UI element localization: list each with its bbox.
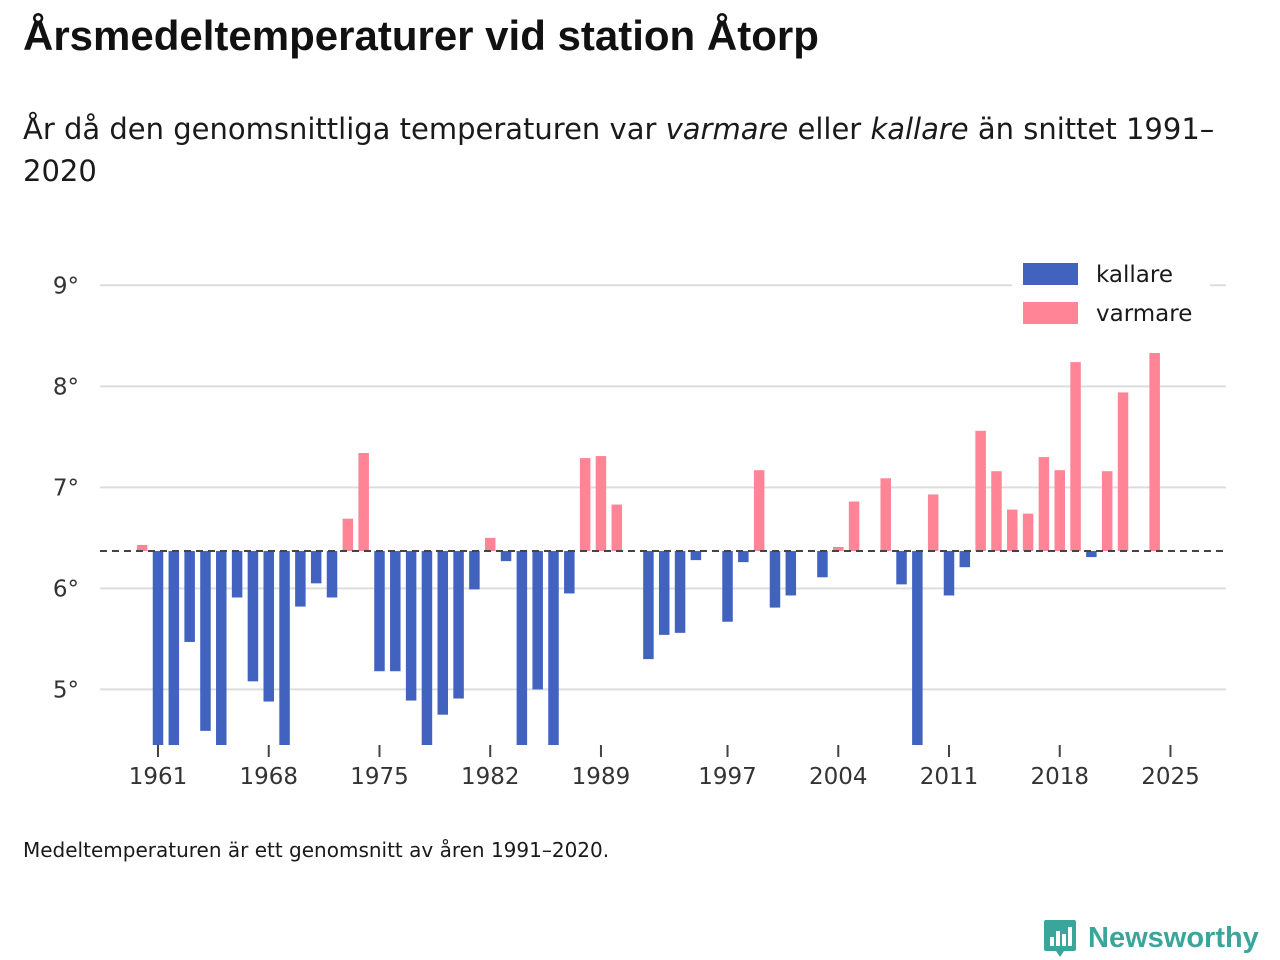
y-tick-label: 8° bbox=[53, 374, 79, 400]
bar-1966 bbox=[231, 551, 243, 598]
bar-2024 bbox=[1149, 353, 1160, 552]
bar-1980 bbox=[453, 551, 464, 699]
bar-2008 bbox=[896, 551, 907, 585]
bar-1992 bbox=[643, 551, 654, 660]
bar-2020 bbox=[1086, 551, 1097, 558]
legend: kallare varmare bbox=[1012, 255, 1210, 335]
bar-2014 bbox=[991, 471, 1002, 552]
chart-title: Årsmedeltemperaturer vid station Åtorp bbox=[23, 12, 819, 59]
brand-name: Newsworthy bbox=[1088, 921, 1259, 954]
subtitle-middle: eller bbox=[788, 112, 871, 146]
bar-2009 bbox=[912, 551, 923, 745]
legend-label-warm: varmare bbox=[1096, 301, 1192, 327]
x-tick-label: 1975 bbox=[350, 764, 409, 790]
bar-2005 bbox=[848, 501, 860, 552]
x-tick-label: 2025 bbox=[1141, 764, 1200, 790]
y-tick-label: 6° bbox=[53, 576, 79, 602]
bar-1994 bbox=[674, 551, 686, 633]
bar-1965 bbox=[216, 551, 227, 745]
legend-label-cold: kallare bbox=[1096, 262, 1173, 288]
bar-1995 bbox=[690, 551, 702, 561]
bar-2016 bbox=[1022, 513, 1034, 552]
bar-2013 bbox=[975, 430, 986, 552]
bar-1988 bbox=[579, 458, 591, 552]
x-tick-label: 1997 bbox=[698, 764, 757, 790]
x-tick-label: 2004 bbox=[809, 764, 868, 790]
bar-1984 bbox=[516, 551, 528, 745]
newsworthy-logo-icon bbox=[1044, 920, 1076, 957]
bar-2011 bbox=[943, 551, 955, 596]
bar-1967 bbox=[247, 551, 259, 682]
bar-1970 bbox=[295, 551, 306, 607]
bar-2000 bbox=[769, 551, 781, 608]
bar-2022 bbox=[1117, 392, 1129, 552]
bar-1982 bbox=[484, 537, 496, 552]
bar-1961 bbox=[152, 551, 164, 745]
x-tick-label: 2011 bbox=[920, 764, 979, 790]
bar-2018 bbox=[1054, 470, 1065, 552]
bar-1975 bbox=[374, 551, 385, 672]
bar-2021 bbox=[1101, 471, 1113, 552]
bar-1990 bbox=[611, 504, 623, 552]
x-tick-label: 1982 bbox=[461, 764, 520, 790]
bar-1969 bbox=[279, 551, 290, 745]
bar-1976 bbox=[390, 551, 401, 672]
y-tick-label: 5° bbox=[53, 677, 79, 703]
bar-1972 bbox=[326, 551, 338, 598]
y-axis-ticks: 5° 6° 7° 8° 9° bbox=[53, 273, 79, 703]
bar-2019 bbox=[1070, 362, 1081, 552]
bar-1960 bbox=[136, 544, 148, 552]
bar-2003 bbox=[817, 551, 828, 578]
subtitle-warm-word: varmare bbox=[665, 112, 789, 146]
bar-1979 bbox=[437, 551, 449, 715]
bar-1978 bbox=[421, 551, 433, 745]
bar-1968 bbox=[263, 551, 274, 702]
legend-swatch-cold bbox=[1023, 263, 1078, 285]
bar-2015 bbox=[1007, 509, 1018, 552]
bar-1963 bbox=[184, 551, 195, 642]
bar-1993 bbox=[658, 551, 670, 635]
chart-subtitle: År då den genomsnittliga temperaturen va… bbox=[23, 108, 1223, 192]
temperature-bar-chart: 5° 6° 7° 8° 9° 1961 1968 1975 1982 1989 1997 2004 2… bbox=[52, 255, 1226, 790]
bar-1983 bbox=[500, 551, 512, 562]
bar-2004 bbox=[833, 546, 844, 552]
brand-logo: Newsworthy bbox=[1042, 916, 1259, 960]
bar-1999 bbox=[753, 470, 765, 552]
bar-2012 bbox=[959, 551, 971, 568]
y-tick-label: 9° bbox=[53, 273, 79, 299]
bar-1962 bbox=[168, 551, 180, 745]
bar-2007 bbox=[880, 478, 891, 552]
bar-2010 bbox=[927, 494, 939, 552]
y-tick-label: 7° bbox=[53, 475, 79, 501]
bar-1977 bbox=[405, 551, 417, 701]
x-tick-label: 1989 bbox=[572, 764, 631, 790]
bar-1986 bbox=[548, 551, 559, 745]
x-tick-label: 2018 bbox=[1030, 764, 1089, 790]
subtitle-suffix: än snittet 1991–2020 bbox=[23, 112, 1215, 188]
bar-1964 bbox=[200, 551, 211, 731]
bar-1985 bbox=[532, 551, 543, 690]
bar-1989 bbox=[595, 456, 607, 552]
legend-swatch-warm bbox=[1023, 302, 1078, 324]
bar-1987 bbox=[564, 551, 575, 594]
bar-1973 bbox=[342, 518, 354, 552]
bar-1997 bbox=[722, 551, 733, 622]
bar-1974 bbox=[358, 453, 369, 552]
subtitle-cold-word: kallare bbox=[870, 112, 969, 146]
footnote: Medeltemperaturen är ett genomsnitt av å… bbox=[23, 838, 610, 862]
x-tick-label: 1968 bbox=[239, 764, 298, 790]
bar-1981 bbox=[469, 551, 480, 590]
bar-2001 bbox=[785, 551, 797, 596]
bar-2017 bbox=[1038, 457, 1050, 552]
x-axis-ticks: 1961 1968 1975 1982 1989 1997 2004 2011 2018 2025 bbox=[129, 745, 1200, 790]
subtitle-prefix: År då den genomsnittliga temperaturen va… bbox=[23, 112, 666, 146]
bar-1998 bbox=[738, 551, 749, 563]
bars bbox=[136, 353, 1160, 745]
x-tick-label: 1961 bbox=[129, 764, 188, 790]
bar-1971 bbox=[310, 551, 322, 584]
